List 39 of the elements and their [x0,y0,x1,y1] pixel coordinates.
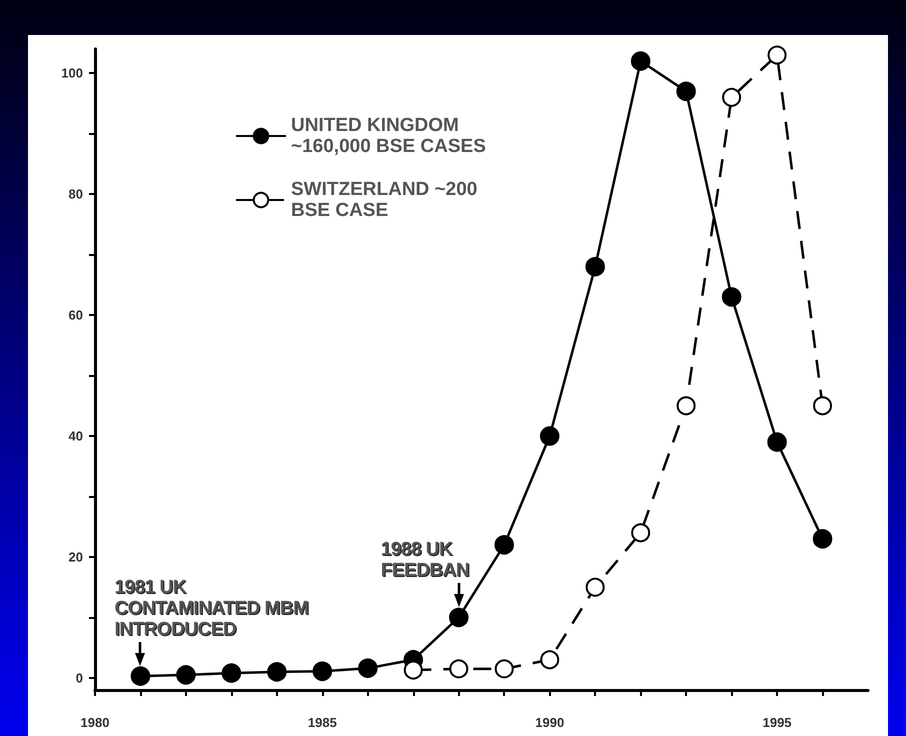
point [449,659,468,678]
y-tick-label: 20 [68,549,83,564]
x-tick-label: 1980 [80,715,110,730]
annotation: 1981 UK CONTAMINATED MBM INTRODUCED [114,577,310,640]
y-tick-label: 60 [68,308,83,323]
point [176,665,196,685]
point [312,662,332,681]
point [358,658,378,678]
point [130,666,150,686]
point [540,650,560,670]
point [585,256,605,276]
x-tick-label: 1985 [308,715,337,730]
point [222,663,242,683]
point [540,426,560,446]
point [494,535,514,555]
point [630,51,650,71]
y-tick-label: 40 [68,428,83,444]
point [676,82,696,102]
point [676,396,696,416]
point [722,88,742,107]
legend-label: SWITZERLAND ~200 BSE CASE [291,179,483,221]
point [631,523,650,542]
point [404,660,423,680]
x-tick-label: 1990 [535,715,564,730]
y-tick-label: 80 [68,186,83,202]
annotation: 1988 UK FEEDBAN [380,539,470,582]
legend-label: UNITED KINGDOM ~160,000 BSE CASES [291,115,486,157]
point [267,662,287,682]
point [768,46,787,65]
point [494,659,514,678]
point [722,287,742,307]
point [449,608,469,628]
point [812,529,832,549]
point [767,432,787,452]
point [813,396,832,416]
y-tick-label: 100 [61,66,83,81]
point [586,578,605,597]
x-tick-label: 1995 [762,715,792,730]
y-tick-label: 0 [76,670,83,686]
